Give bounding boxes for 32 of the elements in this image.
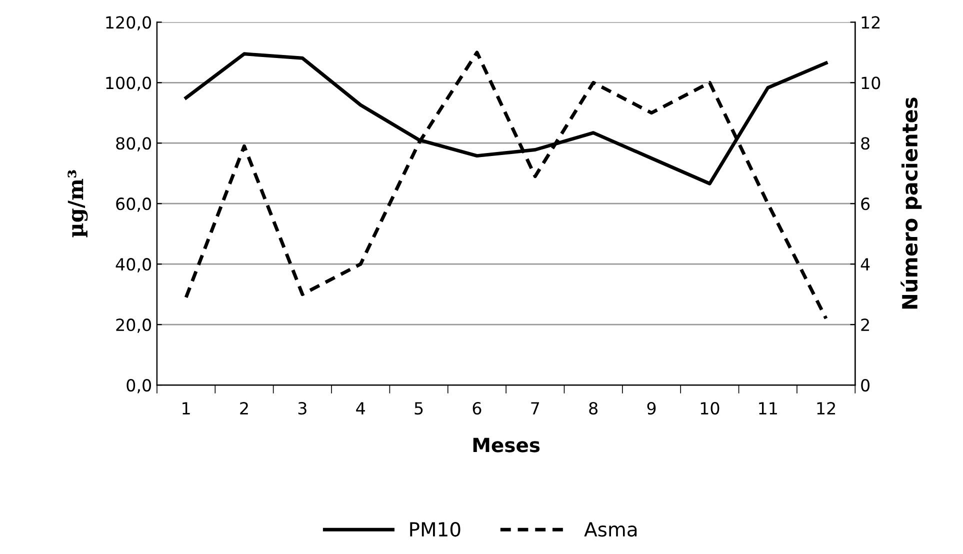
x-tick-label: 12 (817, 402, 835, 414)
y2-axis-title: Número pacientes (900, 98, 922, 309)
y2-tick-label: 4 (860, 258, 870, 270)
x-tick-label: 7 (531, 402, 540, 414)
y2-tick-label: 2 (861, 318, 869, 331)
y-tick-label: 100,0 (106, 76, 151, 91)
x-tick-label: 11 (759, 402, 777, 414)
x-tick-label: 6 (472, 402, 482, 415)
x-tick-label: 3 (298, 402, 306, 415)
x-tick-label: 2 (240, 402, 248, 414)
y-tick-label: 0,0 (126, 378, 151, 394)
y-tick-label: 80,0 (116, 137, 151, 152)
line-series (184, 50, 828, 320)
y-tick-label: 60,0 (116, 198, 151, 212)
y-tick-label: 40,0 (116, 258, 151, 272)
y-tick-label: 20,0 (116, 318, 151, 333)
x-tick-label: 8 (589, 402, 598, 415)
x-tick-label: 5 (414, 402, 423, 415)
x-tick-label: 4 (356, 402, 365, 414)
legend-label: Asma (584, 522, 637, 537)
y2-tick-label: 8 (861, 137, 870, 150)
y-tick-label: 120,0 (106, 16, 151, 30)
x-tick-label: 1 (182, 402, 190, 414)
y2-tick-label: 10 (862, 76, 880, 90)
legend-label: PM10 (410, 522, 460, 537)
x-axis-title: Meses (473, 438, 540, 452)
x-tick-label: 9 (647, 402, 656, 415)
y2-tick-label: 0 (861, 378, 870, 392)
y-axis-title: µg/m³ (68, 170, 88, 238)
y2-tick-label: 12 (862, 16, 880, 28)
x-tick-label: 10 (700, 402, 720, 415)
y2-tick-label: 6 (861, 198, 870, 210)
